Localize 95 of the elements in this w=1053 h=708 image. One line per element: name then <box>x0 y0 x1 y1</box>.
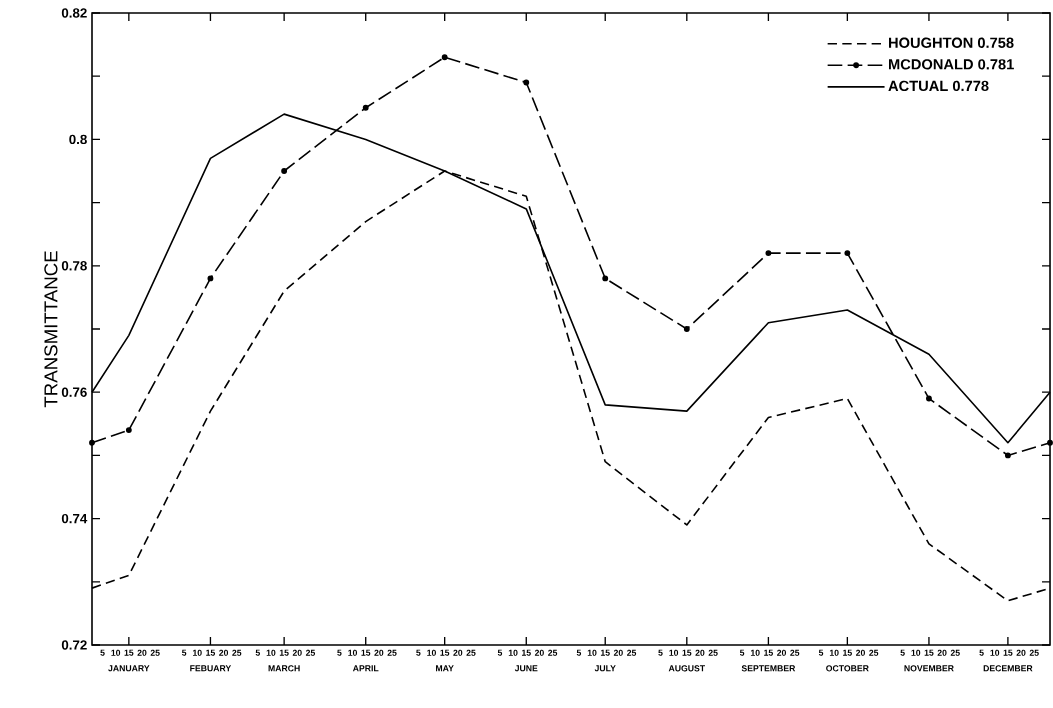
x-tick-label: 15 <box>924 649 934 656</box>
y-axis-title: TRANSMITTANCE <box>44 251 58 408</box>
x-tick-label: 20 <box>613 649 623 656</box>
x-tick-label: 5 <box>576 649 582 656</box>
point <box>362 104 369 111</box>
x-tick-label: 25 <box>466 649 476 656</box>
x-tick-label: 5 <box>497 649 503 656</box>
x-tick-label: 15 <box>764 649 773 656</box>
point <box>441 54 448 61</box>
x-tick-label: 10 <box>669 649 679 656</box>
x-tick-label: 10 <box>348 649 358 656</box>
x-tick-label: 25 <box>627 649 637 656</box>
x-tick-label: 5 <box>818 649 824 656</box>
y-tick-label: 0.82 <box>61 8 87 18</box>
x-tick-label: 15 <box>279 649 289 656</box>
y-tick-label: 0.78 <box>61 261 87 271</box>
x-tick-label: 15 <box>600 649 610 656</box>
x-tick-label: 5 <box>900 649 905 656</box>
y-tick-label: 0.8 <box>69 134 87 145</box>
legend-label: HOUGHTON 0.758 <box>889 37 1014 48</box>
x-tick-label: 10 <box>111 649 121 656</box>
point <box>683 326 690 332</box>
x-tick-label: 15 <box>124 649 134 656</box>
text: MARCH <box>268 665 300 672</box>
x-tick-label: 25 <box>150 649 160 656</box>
point <box>281 168 288 174</box>
x-tick-label: 5 <box>739 649 745 656</box>
x-tick-label: 20 <box>137 649 147 656</box>
x-tick-label: 15 <box>440 649 450 656</box>
x-tick-label: 20 <box>937 649 947 656</box>
legend-label: ACTUAL 0.778 <box>888 80 989 92</box>
point <box>523 79 530 86</box>
x-tick-label: 10 <box>829 649 839 656</box>
point <box>844 250 851 257</box>
point <box>125 427 132 434</box>
x-tick-label: 20 <box>219 649 229 656</box>
x-tick-label: 5 <box>181 649 187 656</box>
x-tick-label: 15 <box>1003 649 1013 656</box>
text: MAY <box>436 665 454 672</box>
x-tick-label: 10 <box>587 649 597 656</box>
x-tick-label: 10 <box>266 649 276 656</box>
x-tick-label: 10 <box>427 649 436 656</box>
x-tick-label: 5 <box>979 649 984 656</box>
x-tick-label: 5 <box>416 649 421 656</box>
x-tick-label: 20 <box>453 649 463 656</box>
x-tick-label: 20 <box>695 649 705 656</box>
x-tick-label: 10 <box>508 649 518 656</box>
x-tick-label: 25 <box>305 649 316 656</box>
x-tick-label: 5 <box>100 649 105 656</box>
text: DECEMBER <box>983 665 1033 672</box>
x-tick-label: 15 <box>521 649 531 656</box>
x-tick-label: 5 <box>337 649 342 656</box>
text: AUGUST <box>668 665 705 672</box>
y-tick-label: 0.74 <box>61 513 88 524</box>
text: JULY <box>594 665 616 672</box>
x-tick-label: 20 <box>292 649 302 656</box>
x-tick-label: 20 <box>777 649 787 656</box>
text: APRIL <box>352 665 379 672</box>
x-tick-label: 15 <box>843 649 852 656</box>
point <box>1004 452 1011 459</box>
text: JUNE <box>514 665 538 672</box>
x-tick-label: 5 <box>255 649 260 656</box>
x-tick-label: 5 <box>658 649 663 656</box>
point <box>89 439 95 446</box>
x-tick-label: 25 <box>548 649 558 656</box>
x-tick-label: 25 <box>1029 649 1039 656</box>
point <box>765 250 772 257</box>
text: JANUARY <box>108 665 150 672</box>
text: SEPTEMBER <box>741 665 796 672</box>
point <box>207 275 214 282</box>
x-tick-label: 10 <box>193 649 202 656</box>
x-tick-label: 15 <box>206 649 216 656</box>
x-tick-label: 25 <box>387 649 397 656</box>
x-tick-label: 25 <box>950 649 960 656</box>
x-tick-label: 15 <box>682 649 692 656</box>
y-tick-label: 0.76 <box>61 387 87 397</box>
x-tick-label: 25 <box>869 649 879 656</box>
legend-label: MCDONALD 0.781 <box>889 59 1014 70</box>
x-tick-label: 25 <box>790 649 800 656</box>
x-tick-label: 20 <box>855 649 865 656</box>
point <box>602 275 609 282</box>
x-tick-label: 15 <box>361 649 371 656</box>
x-tick-label: 20 <box>374 649 384 656</box>
x-tick-label: 20 <box>534 649 544 656</box>
x-tick-label: 10 <box>911 649 921 656</box>
x-tick-label: 10 <box>750 649 760 656</box>
text: FEBUARY <box>190 665 232 672</box>
x-tick-label: 10 <box>990 649 1000 656</box>
x-tick-label: 25 <box>708 649 718 656</box>
point <box>926 395 932 402</box>
y-tick-label: 0.72 <box>61 640 87 650</box>
x-tick-label: 25 <box>232 649 242 656</box>
text: NOVEMBER <box>904 665 954 672</box>
x-tick-label: 20 <box>1016 649 1026 656</box>
text: OCTOBER <box>826 665 869 672</box>
